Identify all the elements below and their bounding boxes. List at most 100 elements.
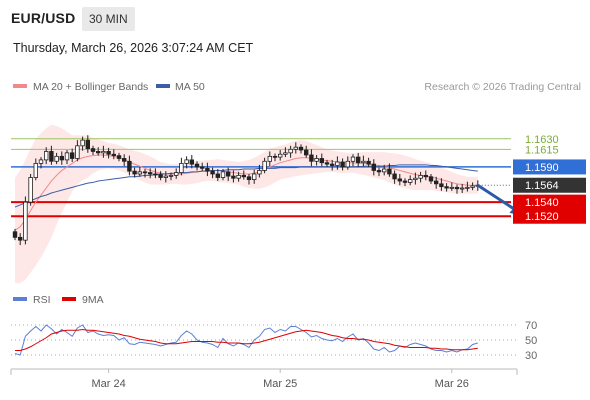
- candle-body: [371, 163, 376, 171]
- candle: [23, 196, 28, 245]
- candle: [153, 168, 158, 179]
- candle-body: [324, 162, 330, 165]
- candle: [439, 178, 444, 191]
- candle: [272, 153, 278, 162]
- main-legend: MA 20 + Bollinger Bands MA 50 Research ©…: [13, 81, 581, 93]
- candle: [428, 173, 434, 184]
- candle-body: [402, 180, 408, 183]
- candle: [402, 178, 408, 186]
- candle: [392, 170, 397, 184]
- candle-body: [75, 145, 80, 159]
- candle-body: [465, 186, 470, 189]
- candle-body: [298, 146, 304, 151]
- candle-body: [59, 155, 64, 161]
- candle: [85, 135, 90, 153]
- level-label-1.1630: 1.1630: [525, 134, 559, 146]
- ma50-line: [14, 164, 478, 208]
- candle-body: [153, 173, 158, 176]
- candle: [44, 147, 49, 165]
- candle-body: [189, 159, 194, 165]
- candle-body: [257, 170, 262, 175]
- candle: [142, 169, 148, 178]
- candle-body: [147, 172, 153, 175]
- candle-body: [459, 187, 465, 190]
- candle: [38, 157, 44, 169]
- candle-body: [262, 160, 267, 171]
- candle-body: [241, 174, 246, 178]
- candle: [277, 150, 283, 161]
- candle: [345, 156, 350, 170]
- candle-body: [70, 152, 75, 159]
- candle: [33, 158, 38, 181]
- candle-body: [85, 139, 90, 150]
- candle: [111, 149, 116, 160]
- candle-body: [376, 170, 382, 173]
- candle-body: [418, 174, 423, 179]
- candle-body: [251, 173, 257, 181]
- candle-body: [122, 158, 127, 162]
- candle-body: [236, 174, 241, 179]
- 9ma-legend-label: 9MA: [82, 294, 104, 306]
- moving-averages: [14, 154, 478, 231]
- candle: [257, 164, 262, 178]
- candle-body: [44, 151, 49, 161]
- bollinger-band-area: [15, 124, 478, 284]
- candle: [106, 147, 111, 159]
- candle: [309, 149, 314, 167]
- candle-body: [454, 186, 460, 190]
- candle: [444, 183, 449, 192]
- candle: [231, 170, 236, 183]
- candle-body: [366, 160, 371, 165]
- candle: [179, 157, 184, 176]
- x-axis-ticks: Mar 24 Mar 25 Mar 26: [91, 369, 469, 390]
- candle: [293, 142, 298, 154]
- credit-text: Research © 2026 Trading Central: [424, 81, 581, 93]
- 9ma-legend-swatch: [62, 297, 76, 301]
- candle: [137, 166, 142, 177]
- candle-body: [397, 178, 402, 182]
- candle-body: [361, 160, 366, 164]
- candle-body: [49, 151, 54, 162]
- timeframe-button[interactable]: 30 MIN: [82, 7, 135, 31]
- candle: [147, 168, 153, 179]
- level-label-1.1590: 1.1590: [525, 162, 559, 174]
- candle-body: [199, 166, 205, 169]
- candle: [335, 156, 340, 170]
- candle-body: [38, 159, 44, 164]
- candle: [215, 169, 220, 182]
- candle: [127, 155, 132, 176]
- candle-body: [127, 160, 132, 172]
- candle-body: [303, 149, 309, 156]
- ma20-legend-label: MA 20 + Bollinger Bands: [33, 81, 148, 93]
- candle-body: [335, 161, 340, 166]
- level-box-1.1520: [513, 208, 586, 224]
- candle-body: [210, 170, 215, 175]
- candle-body: [288, 148, 293, 154]
- candle: [236, 171, 241, 182]
- candle: [470, 182, 475, 191]
- candle-body: [355, 156, 361, 164]
- candle: [449, 182, 454, 191]
- level-box-1.1540: [513, 194, 586, 210]
- candle-body: [439, 183, 444, 188]
- candle-body: [12, 231, 18, 238]
- candle-body: [184, 159, 189, 164]
- timestamp: Thursday, March 26, 2026 3:07:24 AM CET: [13, 41, 254, 55]
- candle: [173, 168, 179, 179]
- candle: [298, 144, 304, 154]
- candle-body: [106, 151, 111, 155]
- candle: [459, 183, 465, 193]
- candle: [70, 148, 75, 162]
- candle-body: [33, 163, 38, 178]
- candle: [251, 169, 257, 184]
- symbol-title: EUR/USD: [11, 10, 76, 26]
- candle: [267, 151, 272, 167]
- candle: [59, 151, 64, 165]
- candle-body: [444, 186, 449, 189]
- candle: [413, 172, 418, 185]
- x-tick-label: Mar 26: [435, 378, 469, 390]
- candle: [12, 228, 18, 241]
- candle: [80, 136, 85, 151]
- level-label-1.1540: 1.1540: [525, 197, 559, 209]
